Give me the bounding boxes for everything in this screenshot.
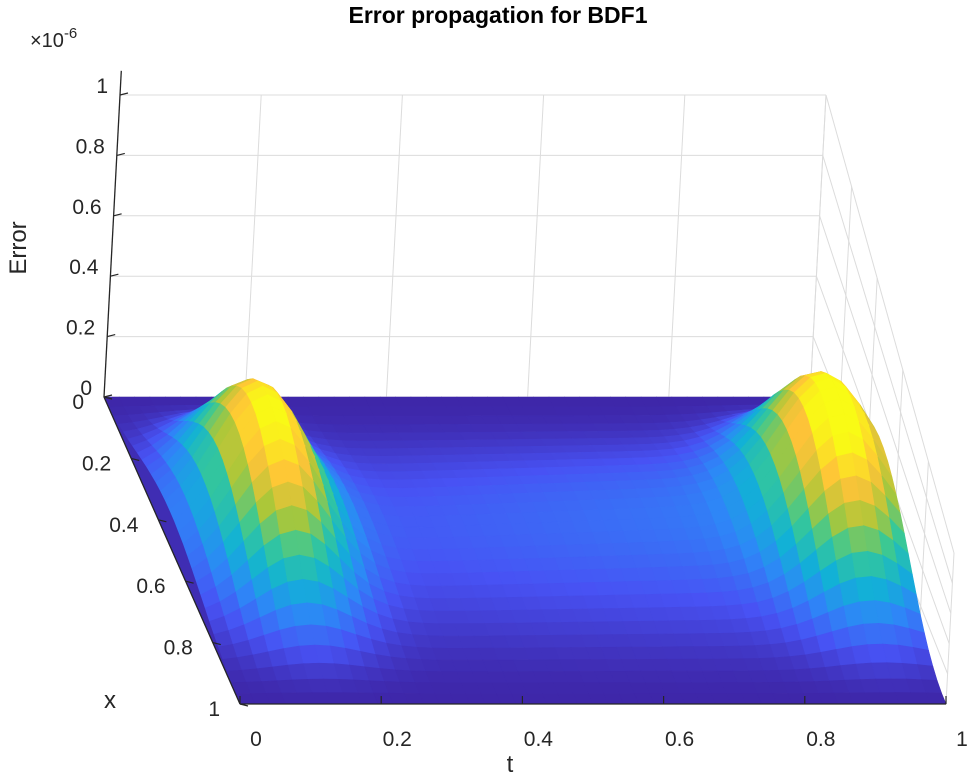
z-axis-label: Error [5,221,32,274]
t-axis-label: t [507,751,514,777]
t-tick-label: 0.6 [665,728,694,751]
x-tick-label: 0.8 [164,637,193,660]
x-axis-line [103,396,241,705]
z-tick-label: 0.2 [66,317,95,340]
z-exponent-label: ×10-6 [30,25,77,52]
tick-labels: 0 0.2 0.4 0.6 0.8 1 0 0.2 0.4 0.6 0.8 1 0 0.2 0.4 0.6 0.… [66,75,968,751]
x-axis-label: x [104,687,116,714]
x-tick-label: 1 [208,698,220,721]
z-tick-label: 1 [96,75,108,98]
t-tick-label: 0.2 [383,728,412,751]
x-tick-label: 0.4 [109,514,139,537]
t-tick-label: 0 [250,728,262,751]
error-surface [103,371,947,705]
t-tick-label: 0.4 [524,728,554,751]
z-axis-line [103,70,122,398]
z-tick-label: 0.8 [76,135,105,158]
z-tick-label: 0 [80,377,92,400]
axes [103,70,946,705]
z-tick-label: 0.6 [72,196,101,219]
x-tick-label: 0.6 [136,575,165,598]
x-tick-label: 0.2 [82,452,111,475]
t-tick-label: 1 [956,728,968,751]
x-tick-label: 0 [72,391,84,414]
chart-title: Error propagation for BDF1 [348,2,647,28]
z-tick-label: 0.4 [69,256,99,279]
t-tick-label: 0.8 [806,728,835,751]
